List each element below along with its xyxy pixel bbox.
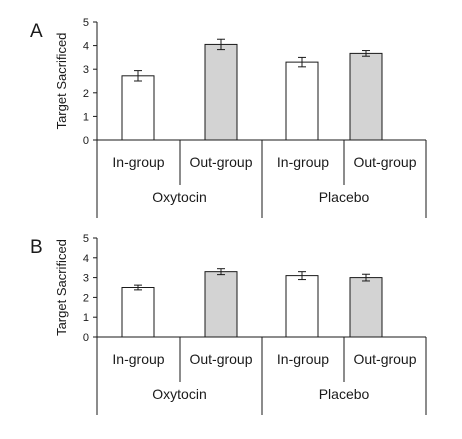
bar bbox=[285, 61, 319, 141]
bar bbox=[285, 275, 319, 338]
y-tick-label: 2 bbox=[83, 88, 89, 100]
bar bbox=[121, 287, 155, 338]
bar bbox=[204, 271, 238, 338]
y-tick-label: 0 bbox=[83, 332, 89, 344]
category-label: Out-group bbox=[353, 351, 416, 367]
panel-letter: A bbox=[30, 21, 43, 42]
y-tick-label: 2 bbox=[83, 292, 89, 304]
chart-panel: A Target Sacrificed 0 1 2 3 4 5 In-group Out-grou… bbox=[30, 17, 427, 218]
bar bbox=[349, 52, 383, 141]
panel-letter: B bbox=[30, 237, 43, 258]
y-tick-label: 1 bbox=[83, 312, 89, 324]
group-label: Oxytocin bbox=[152, 386, 206, 402]
y-tick-label: 3 bbox=[83, 273, 89, 285]
category-label: In-group bbox=[112, 351, 164, 367]
category-label: In-group bbox=[277, 351, 329, 367]
y-tick-label: 4 bbox=[83, 41, 89, 53]
y-tick-label: 0 bbox=[83, 135, 89, 147]
category-label: Out-group bbox=[189, 154, 252, 170]
bar bbox=[349, 277, 383, 338]
bar bbox=[121, 75, 155, 141]
y-axis-label: Target Sacrificed bbox=[54, 33, 69, 130]
group-label: Oxytocin bbox=[152, 189, 206, 205]
category-label: In-group bbox=[277, 154, 329, 170]
category-label: In-group bbox=[112, 154, 164, 170]
bar bbox=[204, 43, 238, 141]
y-tick-label: 4 bbox=[83, 253, 89, 265]
category-label: Out-group bbox=[353, 154, 416, 170]
y-tick-label: 5 bbox=[83, 17, 89, 29]
y-tick-label: 5 bbox=[83, 233, 89, 245]
y-tick-label: 3 bbox=[83, 64, 89, 76]
y-axis-label: Target Sacrificed bbox=[54, 239, 69, 336]
category-label: Out-group bbox=[189, 351, 252, 367]
y-tick-label: 1 bbox=[83, 111, 89, 123]
group-label: Placebo bbox=[319, 189, 370, 205]
group-label: Placebo bbox=[319, 386, 370, 402]
chart-panel: B Target Sacrificed 0 1 2 3 4 5 In-group Out-grou… bbox=[30, 233, 427, 415]
